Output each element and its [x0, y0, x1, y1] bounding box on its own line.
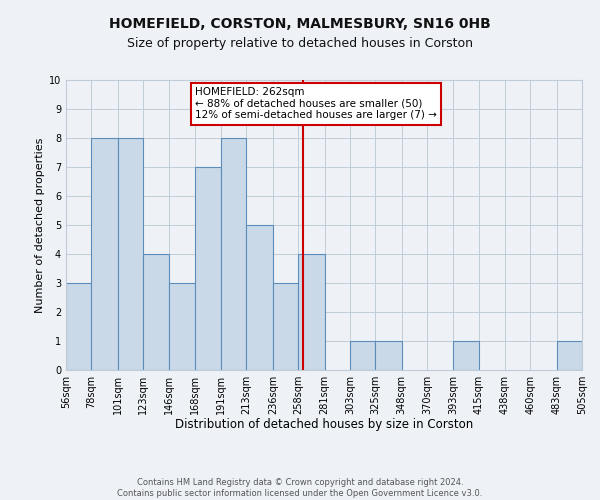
Bar — [221, 138, 247, 370]
Bar — [350, 341, 375, 370]
Bar — [453, 341, 479, 370]
Y-axis label: Number of detached properties: Number of detached properties — [35, 138, 45, 312]
Bar — [375, 341, 401, 370]
Text: HOMEFIELD, CORSTON, MALMESBURY, SN16 0HB: HOMEFIELD, CORSTON, MALMESBURY, SN16 0HB — [109, 18, 491, 32]
Bar — [557, 341, 582, 370]
X-axis label: Distribution of detached houses by size in Corston: Distribution of detached houses by size … — [175, 418, 473, 432]
Bar — [195, 167, 221, 370]
Bar — [247, 225, 273, 370]
Text: HOMEFIELD: 262sqm
← 88% of detached houses are smaller (50)
12% of semi-detached: HOMEFIELD: 262sqm ← 88% of detached hous… — [195, 87, 437, 120]
Bar — [273, 283, 298, 370]
Bar — [91, 138, 118, 370]
Text: Size of property relative to detached houses in Corston: Size of property relative to detached ho… — [127, 38, 473, 51]
Bar — [118, 138, 143, 370]
Bar — [169, 283, 195, 370]
Text: Contains HM Land Registry data © Crown copyright and database right 2024.
Contai: Contains HM Land Registry data © Crown c… — [118, 478, 482, 498]
Bar — [66, 283, 91, 370]
Bar — [298, 254, 325, 370]
Bar — [143, 254, 169, 370]
